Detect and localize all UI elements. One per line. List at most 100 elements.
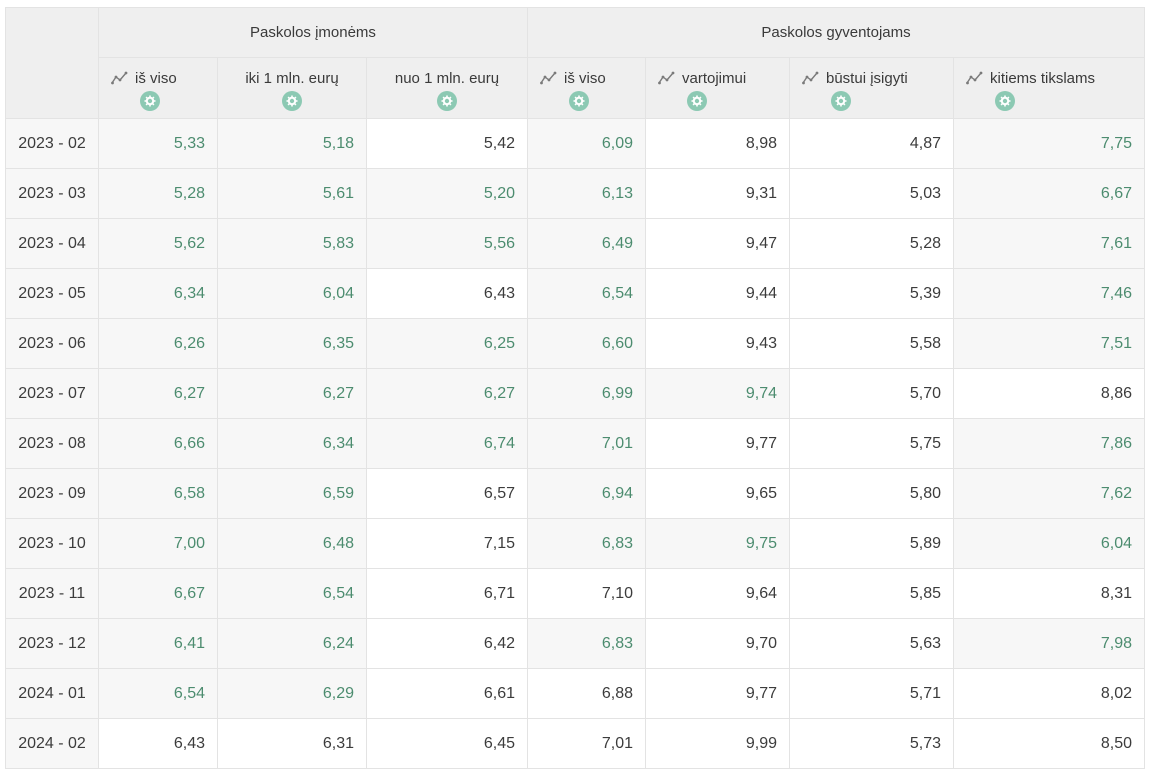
column-header-3: nuo 1 mln. eurų <box>366 57 528 119</box>
column-header-line: vartojimui <box>646 68 789 88</box>
value-cell: 6,26 <box>98 318 218 369</box>
value-cell: 9,74 <box>645 368 790 419</box>
value-cell: 8,98 <box>645 118 790 169</box>
period-cell: 2023 - 04 <box>5 218 99 269</box>
value-cell: 5,56 <box>366 218 528 269</box>
value-cell: 8,86 <box>953 368 1145 419</box>
group-header-households: Paskolos gyventojams <box>527 7 1145 58</box>
value-cell: 7,75 <box>953 118 1145 169</box>
value-cell: 9,77 <box>645 418 790 469</box>
column-header-row: iš viso iki 1 mln. eurų nuo 1 mln. eurų iš … <box>6 57 1145 119</box>
column-header-5: vartojimui <box>645 57 790 119</box>
value-cell: 6,94 <box>527 468 646 519</box>
column-header-label: vartojimui <box>682 69 747 87</box>
column-header-line: kitiems tikslams <box>954 68 1144 88</box>
value-cell: 5,70 <box>789 368 954 419</box>
value-cell: 6,58 <box>98 468 218 519</box>
column-header-label: kitiems tikslams <box>990 69 1096 87</box>
value-cell: 5,58 <box>789 318 954 369</box>
column-header-label: nuo 1 mln. eurų <box>394 69 500 87</box>
period-cell: 2024 - 01 <box>5 668 99 719</box>
value-cell: 7,61 <box>953 218 1145 269</box>
trend-chart-icon[interactable] <box>540 71 557 85</box>
value-cell: 6,60 <box>527 318 646 369</box>
value-cell: 9,70 <box>645 618 790 669</box>
table-row: 2023 - 11 6,67 6,54 6,71 7,10 9,64 5,85 8,31 <box>5 568 1145 619</box>
gear-icon[interactable] <box>437 91 457 111</box>
column-header-2: iki 1 mln. eurų <box>217 57 367 119</box>
value-cell: 6,27 <box>98 368 218 419</box>
trend-chart-icon[interactable] <box>966 71 983 85</box>
value-cell: 6,09 <box>527 118 646 169</box>
period-cell: 2023 - 08 <box>5 418 99 469</box>
value-cell: 8,31 <box>953 568 1145 619</box>
value-cell: 7,51 <box>953 318 1145 369</box>
column-header-line: iš viso <box>99 68 217 88</box>
trend-chart-icon[interactable] <box>658 71 675 85</box>
value-cell: 6,24 <box>217 618 367 669</box>
period-cell: 2023 - 03 <box>5 168 99 219</box>
value-cell: 5,61 <box>217 168 367 219</box>
gear-icon[interactable] <box>569 91 589 111</box>
gear-icon[interactable] <box>687 91 707 111</box>
value-cell: 5,89 <box>789 518 954 569</box>
gear-icon[interactable] <box>282 91 302 111</box>
period-cell: 2023 - 02 <box>5 118 99 169</box>
table-row: 2023 - 06 6,26 6,35 6,25 6,60 9,43 5,58 7,51 <box>5 318 1145 369</box>
gear-icon[interactable] <box>140 91 160 111</box>
value-cell: 8,02 <box>953 668 1145 719</box>
trend-chart-icon[interactable] <box>802 71 819 85</box>
value-cell: 6,27 <box>366 368 528 419</box>
value-cell: 6,13 <box>527 168 646 219</box>
table-row: 2023 - 04 5,62 5,83 5,56 6,49 9,47 5,28 7,61 <box>5 218 1145 269</box>
column-header-4: iš viso <box>527 57 646 119</box>
value-cell: 5,20 <box>366 168 528 219</box>
column-header-label: iš viso <box>564 69 606 87</box>
value-cell: 9,77 <box>645 668 790 719</box>
value-cell: 9,75 <box>645 518 790 569</box>
value-cell: 6,61 <box>366 668 528 719</box>
column-header-line: iš viso <box>528 68 645 88</box>
value-cell: 6,74 <box>366 418 528 469</box>
value-cell: 6,83 <box>527 518 646 569</box>
gear-icon[interactable] <box>831 91 851 111</box>
value-cell: 8,50 <box>953 718 1145 769</box>
value-cell: 6,99 <box>527 368 646 419</box>
column-header-7: kitiems tikslams <box>953 57 1145 119</box>
column-header-line: iki 1 mln. eurų <box>218 68 366 88</box>
column-header-label: iki 1 mln. eurų <box>245 69 339 87</box>
value-cell: 6,45 <box>366 718 528 769</box>
value-cell: 6,29 <box>217 668 367 719</box>
table-row: 2023 - 12 6,41 6,24 6,42 6,83 9,70 5,63 7,98 <box>5 618 1145 669</box>
value-cell: 9,99 <box>645 718 790 769</box>
value-cell: 9,47 <box>645 218 790 269</box>
period-header-corner <box>5 7 99 119</box>
value-cell: 5,83 <box>217 218 367 269</box>
table-row: 2023 - 09 6,58 6,59 6,57 6,94 9,65 5,80 7,62 <box>5 468 1145 519</box>
value-cell: 5,18 <box>217 118 367 169</box>
value-cell: 5,42 <box>366 118 528 169</box>
value-cell: 6,67 <box>98 568 218 619</box>
column-header-6: būstui įsigyti <box>789 57 954 119</box>
period-cell: 2023 - 07 <box>5 368 99 419</box>
value-cell: 7,15 <box>366 518 528 569</box>
value-cell: 5,85 <box>789 568 954 619</box>
period-cell: 2023 - 11 <box>5 568 99 619</box>
value-cell: 6,49 <box>527 218 646 269</box>
value-cell: 9,43 <box>645 318 790 369</box>
value-cell: 6,67 <box>953 168 1145 219</box>
value-cell: 6,88 <box>527 668 646 719</box>
group-header-row: Paskolos įmonėms Paskolos gyventojams <box>5 7 1145 119</box>
table-row: 2023 - 03 5,28 5,61 5,20 6,13 9,31 5,03 6,67 <box>5 168 1145 219</box>
value-cell: 9,64 <box>645 568 790 619</box>
value-cell: 9,44 <box>645 268 790 319</box>
value-cell: 6,66 <box>98 418 218 469</box>
gear-icon[interactable] <box>995 91 1015 111</box>
interest-rates-table: Paskolos įmonėms Paskolos gyventojams iš… <box>5 7 1145 769</box>
column-header-1: iš viso <box>98 57 218 119</box>
table-row: 2024 - 02 6,43 6,31 6,45 7,01 9,99 5,73 8,50 <box>5 718 1145 769</box>
value-cell: 6,54 <box>527 268 646 319</box>
period-cell: 2023 - 09 <box>5 468 99 519</box>
value-cell: 6,34 <box>98 268 218 319</box>
trend-chart-icon[interactable] <box>111 71 128 85</box>
